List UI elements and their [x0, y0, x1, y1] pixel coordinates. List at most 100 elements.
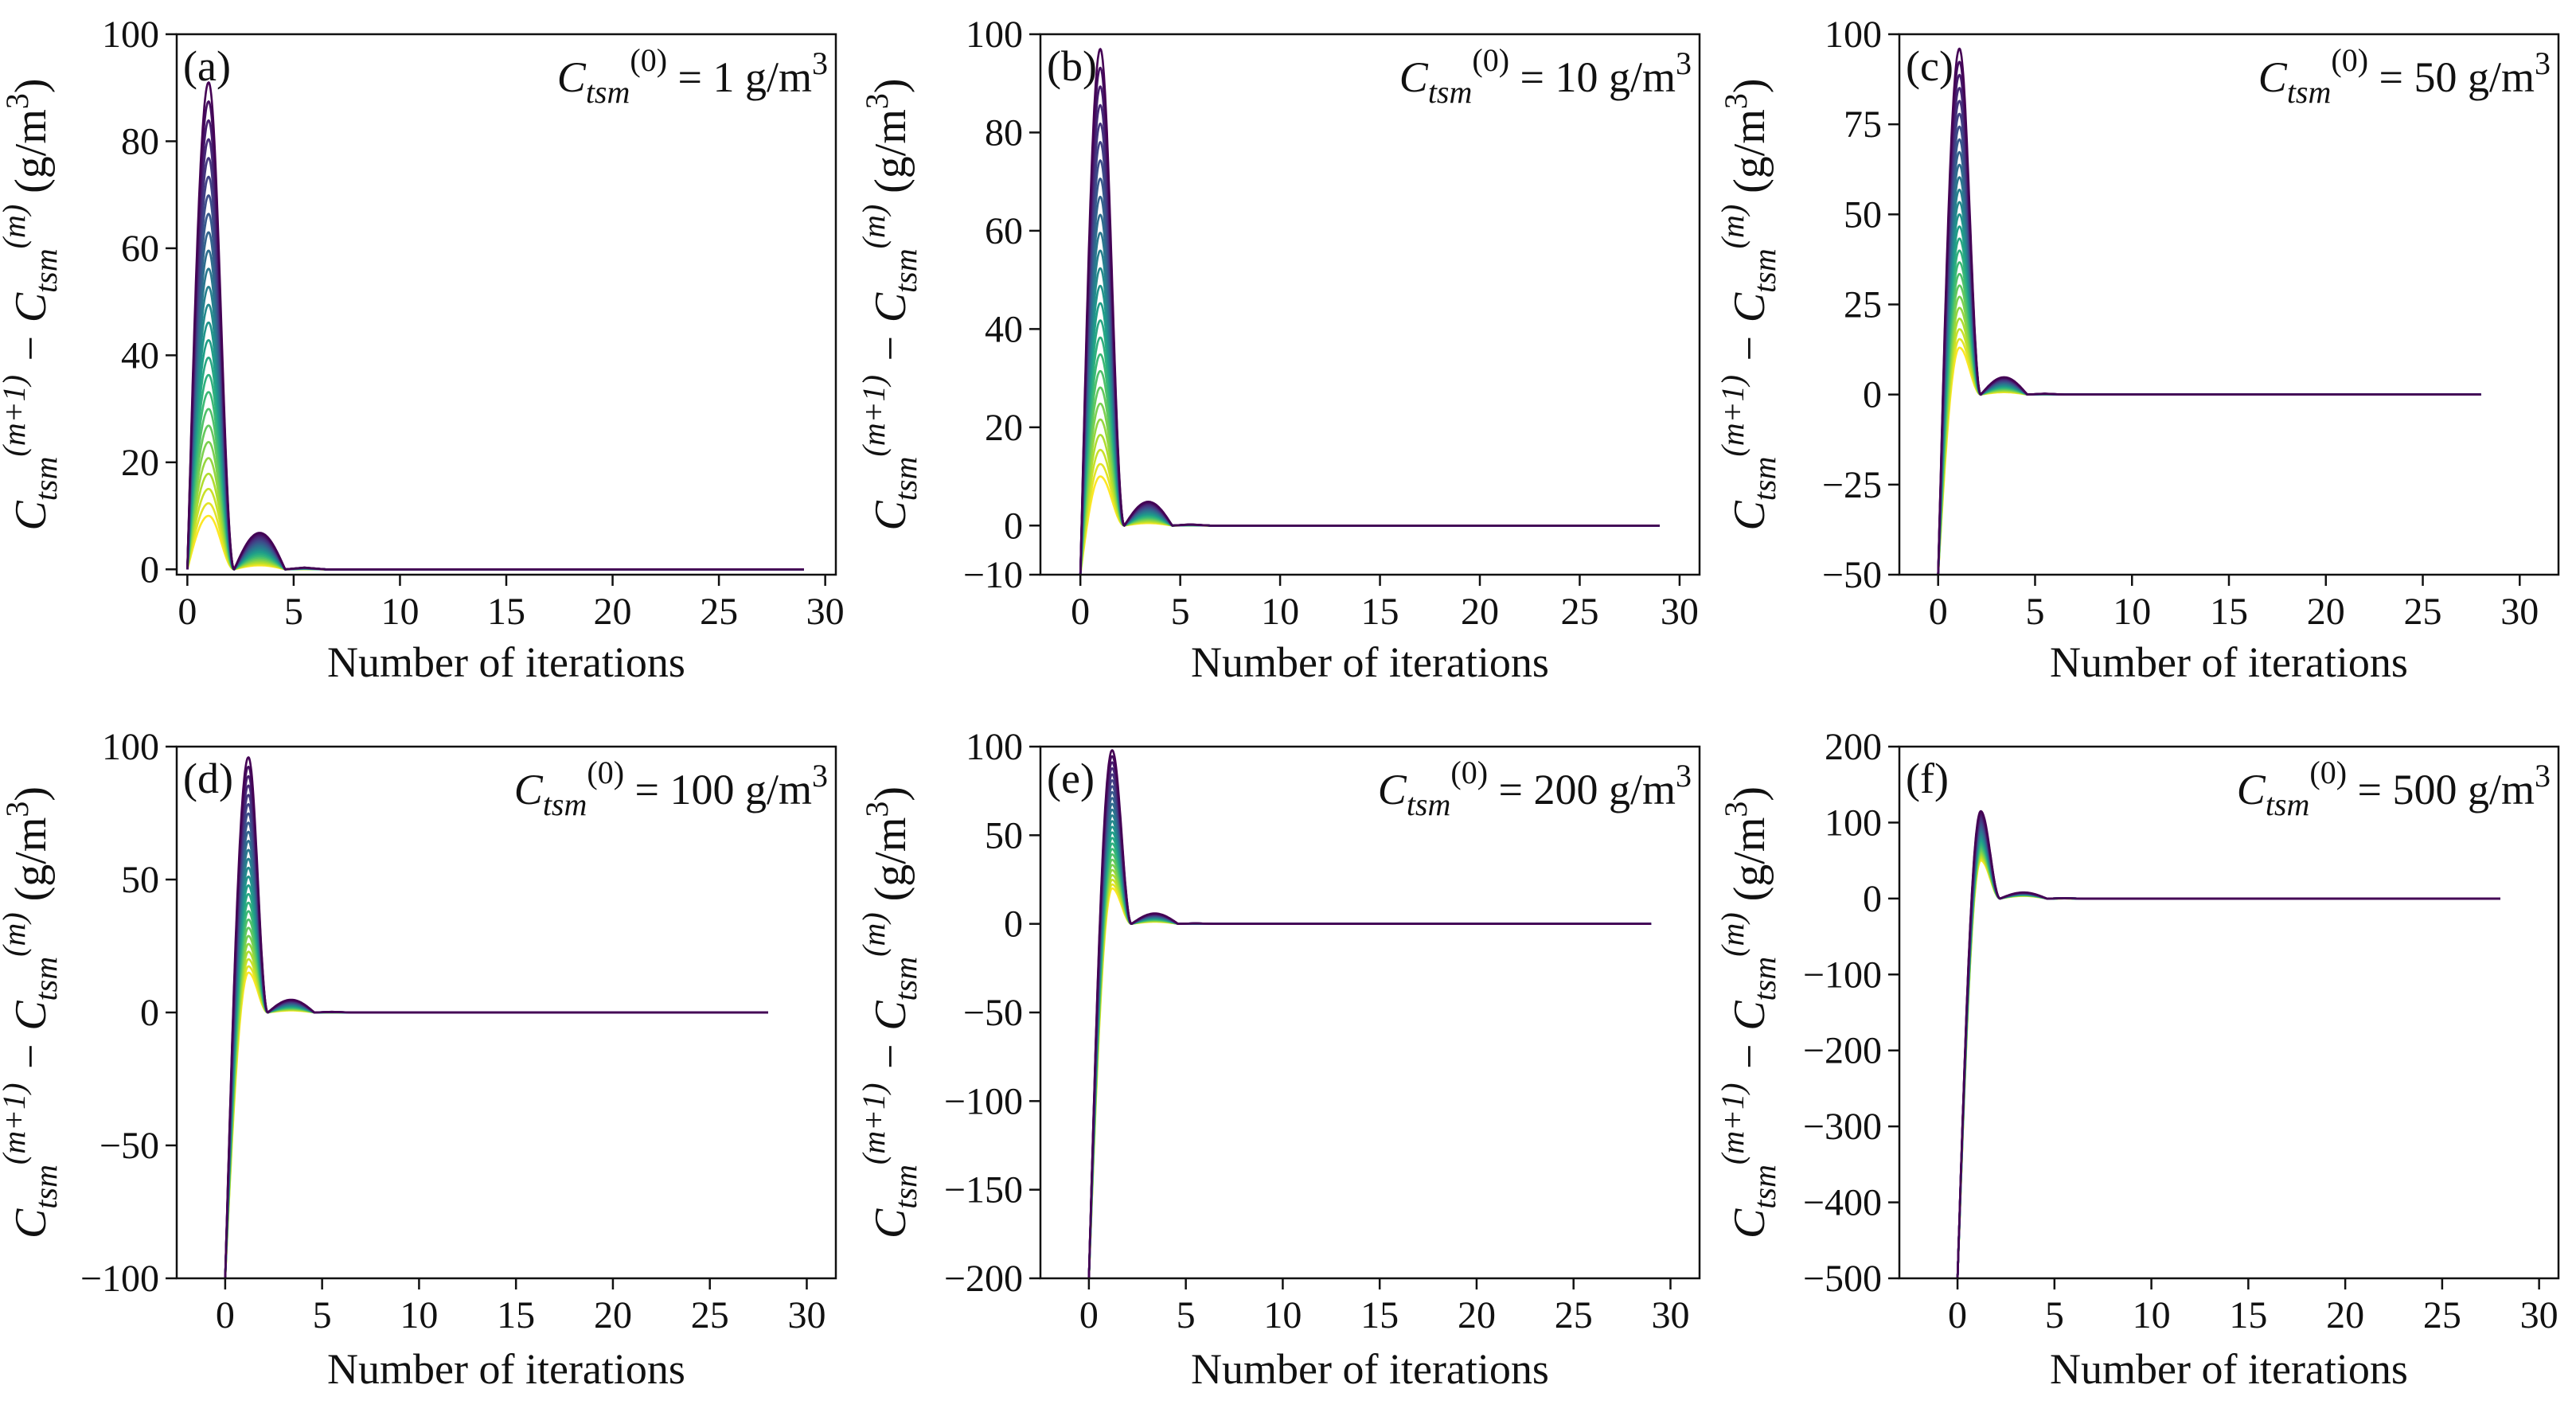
series-line [1087, 802, 1652, 1279]
series-line [1956, 837, 2500, 1279]
series-line [1956, 841, 2500, 1279]
series-line [1956, 825, 2500, 1279]
series-line [186, 231, 804, 571]
series-line [1079, 418, 1660, 575]
series-line [186, 138, 804, 571]
x-tick-label: 5 [2045, 1294, 2064, 1336]
series-line [1079, 103, 1660, 575]
plot-frame [1898, 33, 2560, 576]
series-line [186, 175, 804, 571]
panel-label: (c) [1906, 42, 1953, 90]
series-line [186, 267, 804, 571]
y-tick-label: 100 [966, 14, 1023, 56]
series-line [224, 918, 768, 1279]
x-tick-label: 20 [594, 1294, 632, 1336]
x-tick-label: 30 [787, 1294, 825, 1336]
series-line [1087, 868, 1652, 1279]
y-axis-title: Ctsm(m+1) − Ctsm(m) (g/m3) [856, 786, 923, 1239]
series-line [1087, 797, 1652, 1279]
x-axis-title: Number of iterations [1191, 638, 1549, 686]
series-line [186, 472, 804, 571]
series-line [224, 927, 768, 1279]
series-line [1087, 853, 1652, 1279]
series-line [1079, 141, 1660, 575]
x-axis-title: Number of iterations [327, 638, 685, 686]
x-tick-label: 10 [1261, 591, 1299, 633]
initial-concentration-annotation: Ctsm(0) = 500 g/m3 [2237, 755, 2551, 822]
series-line [1087, 755, 1652, 1279]
series-line [1937, 47, 2481, 575]
x-tick-label: 5 [284, 591, 303, 633]
x-tick-label: 25 [691, 1294, 729, 1336]
series-line [1937, 138, 2481, 575]
series-line [1079, 448, 1660, 575]
series-line [1079, 369, 1660, 575]
y-tick-label: −200 [944, 1258, 1023, 1300]
series-line [186, 457, 804, 571]
y-tick-label: 100 [1825, 802, 1882, 844]
x-tick-label: 5 [1171, 591, 1190, 633]
initial-concentration-annotation: Ctsm(0) = 200 g/m3 [1378, 755, 1692, 822]
y-axis-title: Ctsm(m+1) − Ctsm(m) (g/m3) [1715, 786, 1782, 1239]
x-tick-label: 25 [2404, 591, 2442, 633]
series-line [1937, 99, 2481, 575]
series-line [1956, 823, 2500, 1279]
y-tick-label: 100 [966, 726, 1023, 768]
series-line [1956, 852, 2500, 1279]
series-line [1956, 839, 2500, 1279]
series-line [186, 81, 804, 571]
x-tick-label: 30 [2520, 1294, 2558, 1336]
series-line [224, 884, 768, 1279]
x-axis-title: Number of iterations [1191, 1345, 1549, 1393]
series-line [1087, 825, 1652, 1279]
y-tick-label: 60 [985, 210, 1023, 252]
series-line [186, 339, 804, 571]
series-line [1087, 773, 1652, 1279]
y-tick-label: −100 [1803, 954, 1882, 996]
series-line [1937, 328, 2481, 575]
series-line [1937, 73, 2481, 575]
series-line [1079, 353, 1660, 575]
y-tick-label: −200 [1803, 1030, 1882, 1072]
series-line [1087, 814, 1652, 1279]
y-tick-label: 75 [1844, 103, 1882, 146]
series-line [186, 321, 804, 571]
y-tick-label: 0 [140, 992, 159, 1034]
y-tick-label: 0 [1863, 374, 1882, 416]
x-tick-label: 20 [594, 591, 632, 633]
series-line [1087, 864, 1652, 1279]
y-tick-label: 20 [121, 442, 159, 484]
series-line [1956, 859, 2500, 1279]
x-tick-label: 10 [1263, 1294, 1302, 1336]
series-line [1087, 767, 1652, 1279]
initial-concentration-annotation: Ctsm(0) = 1 g/m3 [557, 42, 828, 110]
series-line [1087, 842, 1652, 1279]
x-tick-label: 20 [1458, 1294, 1496, 1336]
panel-label: (d) [183, 755, 233, 802]
y-axis-title: Ctsm(m+1) − Ctsm(m) (g/m3) [0, 786, 64, 1239]
series-line [1937, 346, 2481, 575]
series-line [224, 794, 768, 1279]
series-line [1956, 821, 2500, 1279]
series-line [1079, 159, 1660, 575]
series-line [1087, 883, 1652, 1279]
x-tick-label: 20 [1461, 591, 1499, 633]
series-group [1937, 47, 2481, 575]
series-line [224, 857, 768, 1279]
series-line [186, 213, 804, 571]
series-line [186, 100, 804, 571]
x-tick-label: 30 [2500, 591, 2539, 633]
series-line [1937, 225, 2481, 575]
panel-c: 0 5 10 15 20 25 30 −50 −25 0 25 50 75 100 Number of it… [1715, 14, 2560, 686]
series-line [224, 765, 768, 1279]
series-line [1087, 837, 1652, 1279]
series-line [1956, 854, 2500, 1279]
series-line [1937, 284, 2481, 575]
series-line [1956, 833, 2500, 1279]
y-axis-title: Ctsm(m+1) − Ctsm(m) (g/m3) [1715, 78, 1782, 530]
series-line [1937, 163, 2481, 575]
y-tick-label: −50 [100, 1125, 159, 1167]
y-tick-label: 0 [1004, 505, 1023, 547]
y-tick-label: 80 [985, 111, 1023, 154]
